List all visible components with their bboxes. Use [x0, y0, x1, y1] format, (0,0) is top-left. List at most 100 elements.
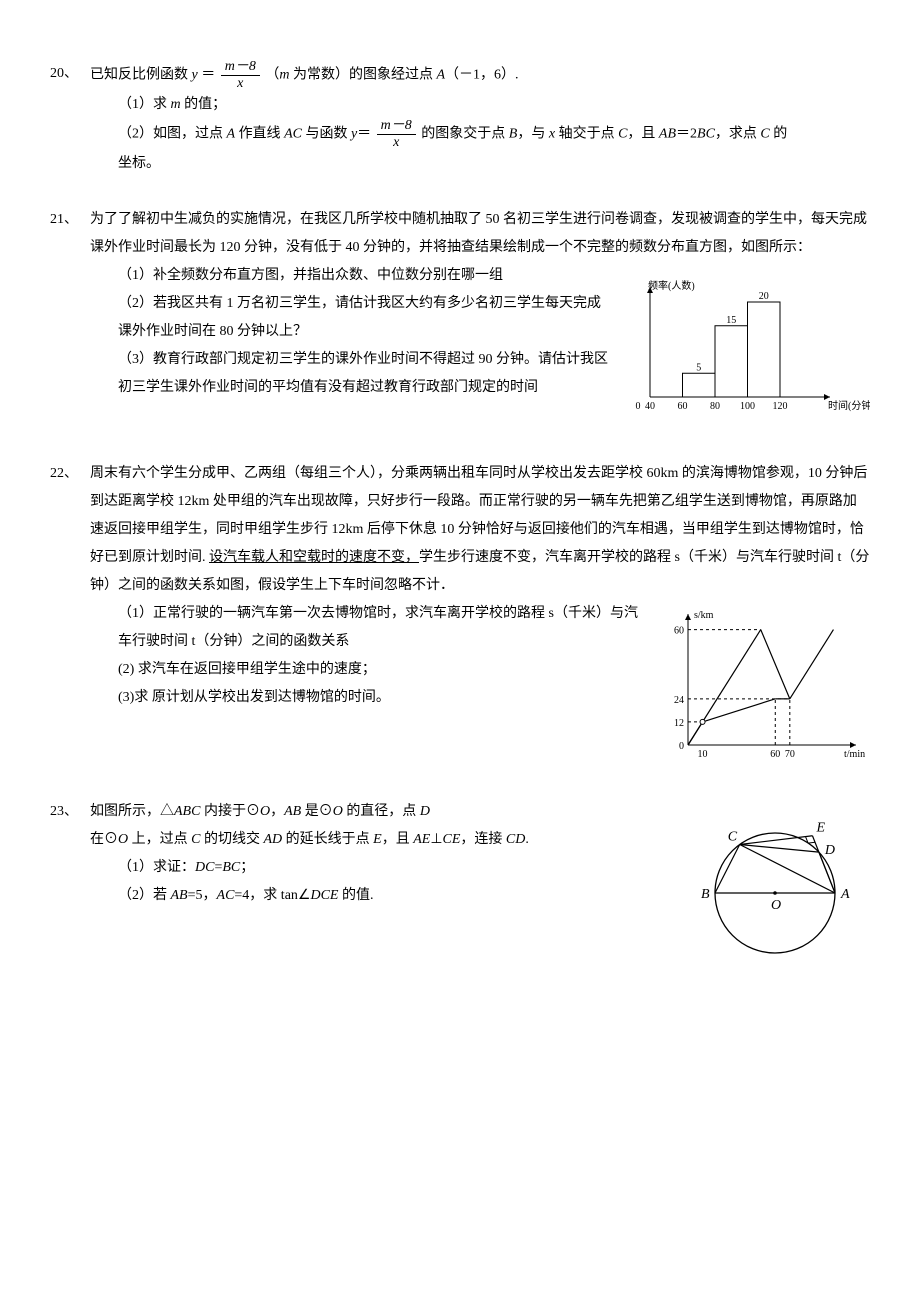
sub-question-3: (3)求 原计划从学校出发到达博物馆的时间。	[90, 684, 648, 712]
sub-question-2: （2）如图，过点 A 作直线 AC 与函数 y＝ m－8 x 的图象交于点 B，…	[90, 119, 870, 150]
numerator: m－8	[377, 119, 416, 135]
svg-text:B: B	[701, 887, 710, 902]
var-AC: AC	[217, 888, 235, 903]
svg-text:60: 60	[674, 626, 684, 637]
svg-text:0: 0	[679, 741, 684, 752]
text: （1）求证：	[118, 860, 195, 875]
question-stem: 为了了解初中生减负的实施情况，在我区几所学校中随机抽取了 50 名初三学生进行问…	[90, 206, 870, 262]
var-DCE: DCE	[310, 888, 338, 903]
circle-figure: ABCDEO	[680, 798, 870, 963]
var-m: m	[279, 68, 289, 83]
text: 与函数	[302, 127, 351, 142]
text: ＝	[357, 127, 371, 142]
question-23: 23、 如图所示，△ABC 内接于⊙O，AB 是⊙O 的直径，点 D 在⊙O 上…	[50, 798, 870, 963]
sub-question-1: （1）求证：DC=BC；	[90, 854, 668, 882]
question-20: 20、 已知反比例函数 y ＝ m－8 x （m 为常数）的图象经过点 A（－1…	[50, 60, 870, 178]
var-AE: AE	[413, 832, 430, 847]
denominator: x	[377, 135, 416, 150]
line-chart-svg: 0122460106070s/kmt/min	[660, 600, 870, 770]
question-stem-cont: 在⊙O 上，过点 C 的切线交 AD 的延长线于点 E，且 AE⊥CE，连接 C…	[90, 826, 668, 854]
svg-text:60: 60	[678, 401, 688, 412]
text: ＝2	[676, 127, 697, 142]
text: 为常数）的图象经过点	[289, 68, 436, 83]
var-BC: BC	[697, 127, 715, 142]
svg-text:15: 15	[726, 315, 736, 326]
question-body: 已知反比例函数 y ＝ m－8 x （m 为常数）的图象经过点 A（－1，6）.…	[90, 60, 870, 178]
var-AB: AB	[659, 127, 676, 142]
text: 已知反比例函数	[90, 68, 192, 83]
svg-text:12: 12	[674, 718, 684, 729]
var-AD: AD	[263, 832, 282, 847]
var-E: E	[373, 832, 382, 847]
text: 如图所示，△	[90, 804, 174, 819]
text: 轴交于点	[555, 127, 618, 142]
question-stem: 周末有六个学生分成甲、乙两组（每组三个人），分乘两辆出租车同时从学校出发去距学校…	[90, 460, 870, 600]
line-chart-figure: 0122460106070s/kmt/min	[660, 600, 870, 770]
text: ，与	[517, 127, 549, 142]
svg-text:D: D	[824, 843, 835, 858]
var-C: C	[760, 127, 769, 142]
text: 的值；	[181, 97, 227, 112]
svg-text:E: E	[815, 821, 825, 836]
svg-text:5: 5	[696, 362, 701, 373]
text: =4，求 tan∠	[234, 888, 310, 903]
text: 的切线交	[200, 832, 263, 847]
text: ，且	[627, 127, 659, 142]
svg-text:时间(分钟): 时间(分钟)	[828, 399, 870, 412]
text: ，连接	[460, 832, 506, 847]
question-number: 22、	[50, 460, 90, 488]
sub-question-1: （1）正常行驶的一辆汽车第一次去博物馆时，求汽车离开学校的路程 s（千米）与汽车…	[90, 600, 648, 656]
svg-text:C: C	[728, 829, 738, 844]
var-D: D	[420, 804, 430, 819]
numerator: m－8	[221, 60, 260, 76]
sub-question-2: （2）若 AB=5，AC=4，求 tan∠DCE 的值.	[90, 882, 668, 910]
text: 上，过点	[128, 832, 191, 847]
question-body: 如图所示，△ABC 内接于⊙O，AB 是⊙O 的直径，点 D 在⊙O 上，过点 …	[90, 798, 870, 963]
svg-text:40: 40	[645, 401, 655, 412]
svg-text:10: 10	[698, 749, 708, 760]
var-O: O	[118, 832, 128, 847]
text: ⊥	[430, 832, 442, 847]
text: 的图象交于点	[421, 127, 509, 142]
text: 的直径，点	[343, 804, 420, 819]
text: （2）如图，过点	[118, 127, 227, 142]
svg-text:24: 24	[674, 695, 684, 706]
svg-text:20: 20	[759, 291, 769, 302]
histogram-figure: 515204060801001200频率(人数)时间(分钟)	[620, 262, 870, 432]
question-22: 22、 周末有六个学生分成甲、乙两组（每组三个人），分乘两辆出租车同时从学校出发…	[50, 460, 870, 770]
var-A: A	[436, 68, 445, 83]
text: 是⊙	[301, 804, 333, 819]
svg-text:100: 100	[740, 401, 755, 412]
text: 的	[770, 127, 788, 142]
var-AB: AB	[171, 888, 188, 903]
var-AC: AC	[284, 127, 302, 142]
text: ；	[240, 860, 254, 875]
fraction: m－8 x	[377, 119, 416, 150]
text: 在⊙	[90, 832, 118, 847]
question-21: 21、 为了了解初中生减负的实施情况，在我区几所学校中随机抽取了 50 名初三学…	[50, 206, 870, 432]
svg-text:s/km: s/km	[694, 610, 714, 621]
text: =5，	[188, 888, 217, 903]
text: .	[525, 832, 529, 847]
text: 内接于⊙	[200, 804, 260, 819]
var-y: y	[192, 68, 198, 83]
histogram-svg: 515204060801001200频率(人数)时间(分钟)	[620, 262, 870, 432]
sub-question-2: (2) 求汽车在返回接甲组学生途中的速度；	[90, 656, 648, 684]
svg-text:频率(人数): 频率(人数)	[648, 279, 695, 292]
var-DC: DC	[195, 860, 214, 875]
text: ＝	[201, 68, 215, 83]
svg-text:0: 0	[636, 401, 641, 412]
fraction: m－8 x	[221, 60, 260, 91]
text: ，	[270, 804, 284, 819]
var-A: A	[227, 127, 236, 142]
svg-text:t/min: t/min	[844, 749, 865, 760]
circle-svg: ABCDEO	[680, 798, 870, 963]
text: ，求点	[715, 127, 761, 142]
var-O: O	[260, 804, 270, 819]
sub-question-1: （1）求 m 的值；	[90, 91, 870, 119]
sub-question-2: （2）若我区共有 1 万名初三学生，请估计我区大约有多少名初三学生每天完成课外作…	[90, 290, 608, 346]
var-O: O	[333, 804, 343, 819]
text: ，且	[382, 832, 414, 847]
var-BC: BC	[222, 860, 240, 875]
text: 的值.	[338, 888, 373, 903]
